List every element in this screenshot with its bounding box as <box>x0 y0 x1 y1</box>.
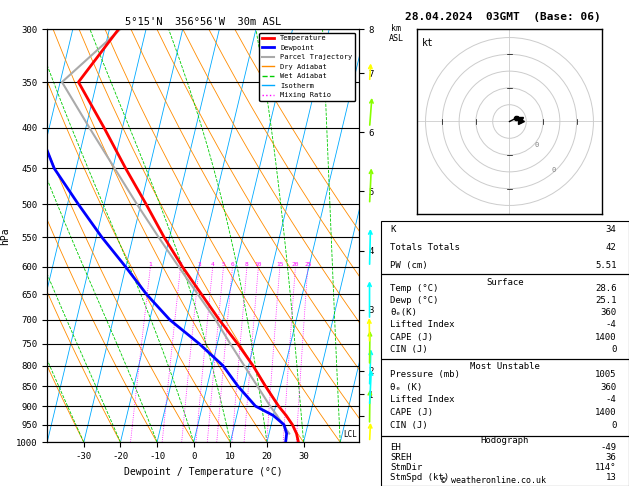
Text: -4: -4 <box>606 395 616 404</box>
Text: θₑ (K): θₑ (K) <box>391 382 423 392</box>
Text: 1400: 1400 <box>595 408 616 417</box>
Y-axis label: hPa: hPa <box>1 227 11 244</box>
Text: 0: 0 <box>611 421 616 430</box>
Text: -49: -49 <box>601 443 616 452</box>
Text: Totals Totals: Totals Totals <box>391 243 460 252</box>
Text: 360: 360 <box>601 382 616 392</box>
Text: EH: EH <box>391 443 401 452</box>
Text: CAPE (J): CAPE (J) <box>391 408 433 417</box>
Text: 3: 3 <box>198 262 201 267</box>
Text: StmSpd (kt): StmSpd (kt) <box>391 473 450 483</box>
Text: 25: 25 <box>304 262 311 267</box>
Text: 25.1: 25.1 <box>595 296 616 305</box>
Bar <box>381 359 629 435</box>
Text: 20: 20 <box>292 262 299 267</box>
Text: 2: 2 <box>179 262 182 267</box>
Y-axis label: km
ASL: km ASL <box>388 24 403 43</box>
Text: 114°: 114° <box>595 463 616 472</box>
Text: K: K <box>391 226 396 234</box>
Text: 0: 0 <box>552 167 555 173</box>
Text: 34: 34 <box>606 226 616 234</box>
Text: 0: 0 <box>611 345 616 354</box>
Text: 1400: 1400 <box>595 332 616 342</box>
Text: kt: kt <box>422 37 434 48</box>
Bar <box>381 221 629 274</box>
Text: 10: 10 <box>255 262 262 267</box>
Text: LCL: LCL <box>343 430 357 439</box>
Text: 13: 13 <box>606 473 616 483</box>
Text: 6: 6 <box>231 262 235 267</box>
Legend: Temperature, Dewpoint, Parcel Trajectory, Dry Adiabat, Wet Adiabat, Isotherm, Mi: Temperature, Dewpoint, Parcel Trajectory… <box>259 33 355 101</box>
Text: 360: 360 <box>601 308 616 317</box>
Text: 15: 15 <box>276 262 284 267</box>
Text: 28.6: 28.6 <box>595 284 616 293</box>
Text: -4: -4 <box>606 320 616 330</box>
Text: CIN (J): CIN (J) <box>391 421 428 430</box>
Text: 1005: 1005 <box>595 370 616 379</box>
Text: 5: 5 <box>221 262 225 267</box>
Text: Surface: Surface <box>486 278 523 287</box>
Bar <box>381 435 629 486</box>
Text: 42: 42 <box>606 243 616 252</box>
Text: Lifted Index: Lifted Index <box>391 395 455 404</box>
Text: 4: 4 <box>211 262 214 267</box>
Text: StmDir: StmDir <box>391 463 423 472</box>
Bar <box>381 274 629 359</box>
Text: Hodograph: Hodograph <box>481 436 529 445</box>
Title: 5°15'N  356°56'W  30m ASL: 5°15'N 356°56'W 30m ASL <box>125 17 281 27</box>
X-axis label: Dewpoint / Temperature (°C): Dewpoint / Temperature (°C) <box>123 467 282 477</box>
Text: CAPE (J): CAPE (J) <box>391 332 433 342</box>
Text: 36: 36 <box>606 453 616 462</box>
Text: 1: 1 <box>148 262 152 267</box>
Text: Pressure (mb): Pressure (mb) <box>391 370 460 379</box>
Text: Lifted Index: Lifted Index <box>391 320 455 330</box>
Text: Most Unstable: Most Unstable <box>470 362 540 371</box>
Text: 5.51: 5.51 <box>595 261 616 270</box>
Text: © weatheronline.co.uk: © weatheronline.co.uk <box>442 476 546 485</box>
Text: Temp (°C): Temp (°C) <box>391 284 439 293</box>
Text: 0: 0 <box>535 142 539 148</box>
Text: Dewp (°C): Dewp (°C) <box>391 296 439 305</box>
Text: CIN (J): CIN (J) <box>391 345 428 354</box>
Text: 28.04.2024  03GMT  (Base: 06): 28.04.2024 03GMT (Base: 06) <box>405 12 601 22</box>
Text: θₑ(K): θₑ(K) <box>391 308 418 317</box>
Text: SREH: SREH <box>391 453 412 462</box>
Text: PW (cm): PW (cm) <box>391 261 428 270</box>
Text: 8: 8 <box>245 262 249 267</box>
